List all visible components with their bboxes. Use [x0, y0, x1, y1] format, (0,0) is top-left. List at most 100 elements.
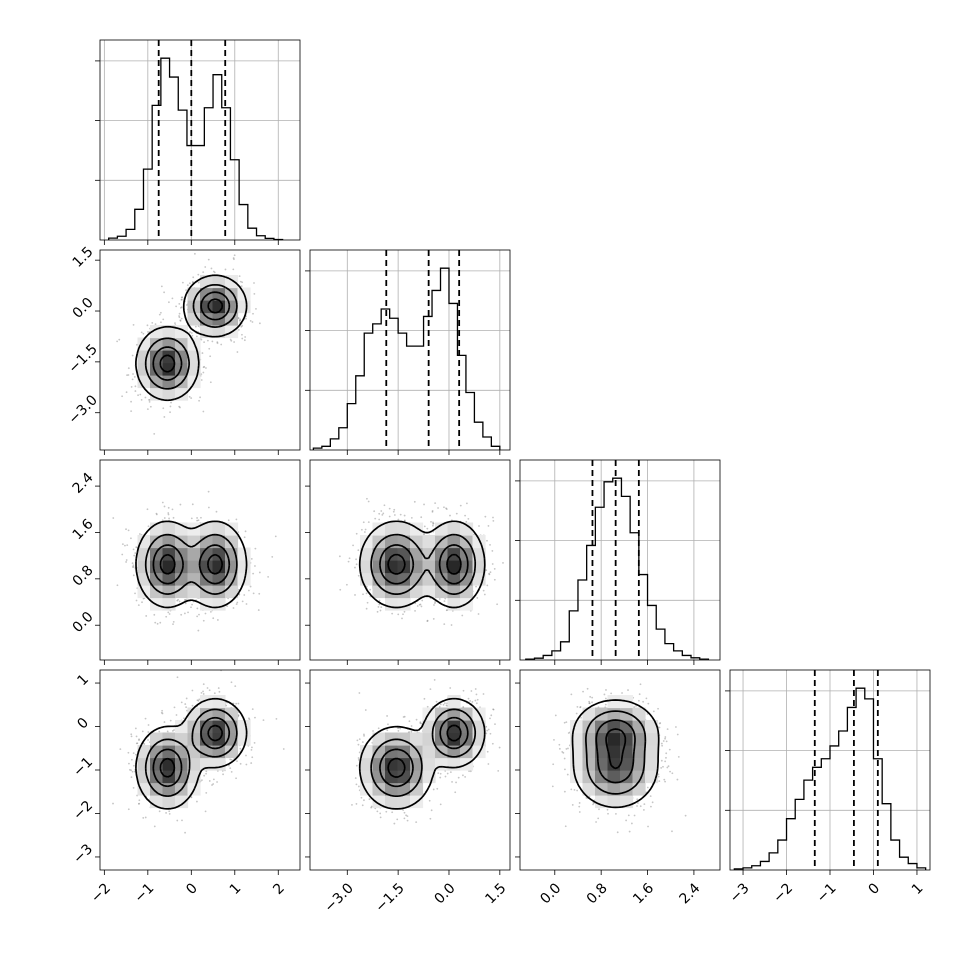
scatter-point	[179, 319, 182, 322]
scatter-point	[243, 339, 246, 342]
scatter-point	[230, 770, 233, 773]
density-bin	[150, 585, 164, 599]
scatter-point	[492, 519, 495, 522]
scatter-point	[378, 518, 381, 521]
scatter-point	[188, 395, 191, 398]
scatter-point	[255, 307, 257, 310]
scatter-point	[180, 306, 183, 309]
scatter-point	[228, 764, 230, 767]
scatter-point	[493, 567, 496, 570]
scatter-point	[208, 689, 211, 692]
scatter-point	[388, 515, 391, 518]
scatter-point	[306, 547, 308, 549]
scatter-point	[131, 562, 134, 565]
scatter-point	[130, 735, 133, 738]
scatter-point	[162, 318, 165, 321]
contour-level-2	[379, 544, 469, 585]
scatter-point	[135, 742, 138, 745]
scatter-point	[232, 268, 235, 271]
scatter-point	[200, 338, 203, 341]
scatter-point	[493, 578, 496, 581]
scatter-point	[141, 601, 143, 604]
scatter-point	[443, 600, 446, 603]
contour-level-0	[135, 274, 248, 402]
scatter-point	[207, 258, 210, 261]
scatter-point	[239, 319, 242, 322]
scatter-point	[137, 394, 139, 397]
scatter-point	[275, 717, 278, 720]
scatter-point	[254, 716, 256, 719]
scatter-point	[215, 510, 218, 513]
contour-level-1	[370, 533, 477, 595]
scatter-point	[393, 508, 396, 511]
density-bin	[360, 535, 374, 549]
scatter-point	[485, 569, 488, 572]
panel-frame-0-0	[99, 39, 301, 241]
density-bin	[397, 597, 411, 611]
scatter-point	[147, 731, 150, 733]
scatter-point	[166, 730, 169, 733]
scatter-point	[488, 573, 491, 576]
contour-level-2	[152, 544, 231, 585]
scatter-point	[437, 507, 439, 509]
density-bin	[162, 597, 176, 611]
scatter-point	[233, 341, 236, 343]
contour-level-3	[159, 298, 224, 373]
density-bin	[360, 547, 374, 561]
scatter-point	[168, 813, 171, 815]
pair-content	[112, 490, 277, 632]
scatter-point	[147, 724, 150, 726]
scatter-point	[339, 588, 342, 591]
scatter-point	[486, 539, 488, 542]
scatter-point	[161, 519, 164, 522]
scatter-point	[162, 407, 165, 410]
scatter-point	[147, 739, 149, 741]
scatter-point	[142, 817, 145, 819]
scatter-point	[236, 601, 239, 604]
scatter-point	[207, 506, 210, 509]
scatter-point	[245, 317, 247, 320]
scatter-point	[119, 748, 122, 751]
scatter-point	[134, 727, 137, 730]
scatter-point	[155, 513, 158, 516]
scatter-point	[240, 285, 243, 288]
scatter-point	[355, 558, 357, 561]
scatter-point	[134, 390, 137, 392]
scatter-point	[403, 610, 406, 613]
scatter-point	[254, 547, 257, 550]
density-bin	[460, 572, 474, 586]
scatter-point	[373, 510, 376, 513]
scatter-point	[127, 529, 130, 532]
density-bin	[385, 547, 399, 561]
density-bin	[360, 560, 374, 574]
scatter-point	[178, 312, 181, 315]
scatter-point	[438, 598, 441, 600]
scatter-point	[431, 510, 434, 513]
scatter-point	[130, 400, 132, 403]
scatter-point	[148, 398, 150, 401]
scatter-point	[251, 708, 254, 711]
scatter-point	[127, 374, 130, 376]
contour-level-1	[144, 533, 238, 595]
scatter-point	[369, 595, 372, 598]
scatter-point	[403, 514, 406, 517]
scatter-point	[233, 258, 235, 261]
pair-panel-1-0	[95, 252, 279, 455]
density-bin	[212, 287, 226, 301]
density-bin	[187, 535, 201, 549]
scatter-point	[167, 513, 170, 516]
scatter-point	[189, 331, 191, 333]
scatter-point	[202, 366, 205, 369]
scatter-point	[433, 602, 436, 605]
scatter-point	[204, 266, 207, 268]
scatter-point	[132, 764, 135, 767]
scatter-point	[217, 687, 220, 689]
scatter-point	[179, 503, 182, 506]
scatter-point	[431, 509, 434, 512]
scatter-point	[212, 270, 215, 273]
scatter-point	[213, 692, 216, 695]
contour-level-1	[144, 283, 238, 390]
hist-panel-0	[95, 40, 300, 245]
scatter-point	[133, 554, 136, 557]
scatter-point	[363, 531, 366, 533]
